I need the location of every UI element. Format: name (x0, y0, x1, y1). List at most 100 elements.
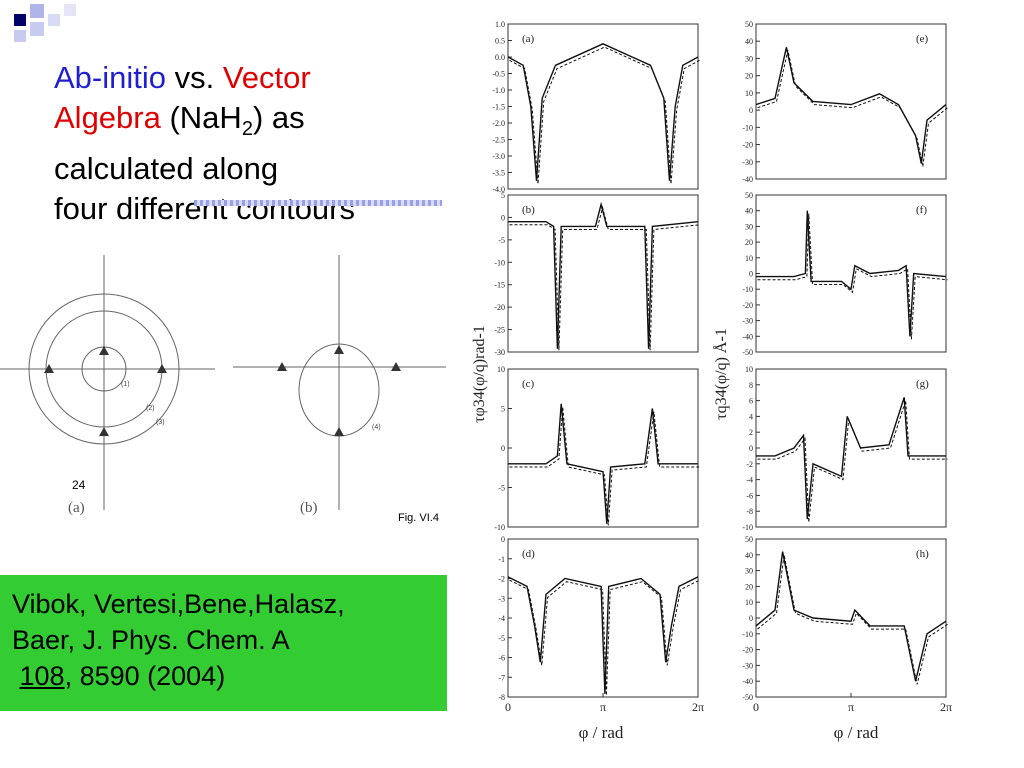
y-tick-label: 0 (749, 444, 753, 453)
x-tick-label: π (600, 700, 606, 714)
y-tick-label: 30 (745, 567, 753, 576)
nah-text: (NaH (160, 100, 242, 135)
panel-label-c: (c) (522, 378, 535, 390)
y-tick-label: -2 (498, 575, 505, 584)
panel-f: 50 40 30 20 10 0 -10 -20 -30 -40 -50 (f) (742, 191, 948, 357)
curve-dashed-e (757, 50, 948, 167)
panel-label-d: (d) (522, 548, 535, 560)
citation-line-1: Vibok, Vertesi,Bene,Halasz, (12, 589, 345, 619)
contour-markers-b (277, 345, 401, 436)
panel-d: 0 -1 -2 -3 -4 -5 -6 -7 -8 (d) 0 π 2π (498, 535, 704, 714)
title-line-2: Algebra (NaH2) as (54, 98, 454, 149)
y-tick-label: 8 (749, 381, 753, 390)
y-tick-label: 40 (745, 551, 753, 560)
y-tick-label: -50 (742, 693, 753, 702)
y-tick-label: 5 (501, 191, 505, 200)
corner-decoration (14, 4, 76, 42)
panel-frame-a (507, 23, 699, 190)
contour-label-2: (2) (146, 405, 155, 412)
y-tick-label: -6 (498, 654, 505, 663)
y-tick-label: 1.0 (495, 20, 505, 29)
y-tick-label: -0.5 (492, 70, 505, 79)
plots-figure: 1.0 0.5 0.0 -0.5 -1.0 -1.5 -2.0 -2.5 -3.0 -3.5 -4.… (471, 20, 952, 742)
curve-dashed-c (509, 406, 700, 526)
panel-frame-b (507, 194, 699, 353)
y-tick-label: 0 (501, 213, 505, 222)
y-tick-label: -30 (494, 348, 505, 357)
y-tick-label: -1.0 (492, 86, 505, 95)
contour-panel-label-a: (a) (68, 500, 85, 516)
x-tick-label: 0 (753, 700, 759, 714)
y-tick-label: -10 (742, 630, 753, 639)
curve-solid-a (507, 43, 699, 181)
y-tick-label: -40 (742, 175, 753, 184)
panel-e: 50 40 30 20 10 0 -10 -20 -30 -40 (e) (742, 20, 948, 184)
y-tick-label: 0 (749, 614, 753, 623)
y-tick-label: -20 (494, 303, 505, 312)
contour-figure: (1) (2) (3) (a) (4) (b) (0, 250, 446, 530)
as-text: ) as (252, 100, 305, 135)
y-tick-label: -3 (498, 594, 505, 603)
panel-frame-d (507, 538, 699, 698)
y-tick-label: 0.5 (495, 37, 505, 46)
slide-title: Ab-initio vs. Vector Algebra (NaH2) as c… (54, 58, 454, 229)
contour-label-3: (3) (156, 419, 165, 426)
y-tick-label: 0 (501, 535, 505, 544)
curve-solid-b (508, 201, 699, 349)
page-number: 24 (72, 478, 86, 492)
panel-g: 10 8 6 4 2 0 -2 -4 -6 -8 -10 (g) (742, 365, 948, 532)
curve-dashed-d (509, 579, 700, 696)
y-tick-label: 20 (745, 238, 753, 247)
y-tick-label: -2 (746, 460, 753, 469)
subscript-2: 2 (241, 118, 253, 141)
y-tick-label: -4 (746, 476, 753, 485)
curve-dashed-f (757, 213, 948, 340)
panel-label-e: (e) (916, 33, 929, 45)
y-tick-label: 2 (749, 428, 753, 437)
y-tick-label: -10 (494, 258, 505, 267)
panel-frame-e (755, 23, 947, 180)
y-tick-label: 40 (745, 37, 753, 46)
y-tick-label: -4 (498, 614, 505, 623)
x-axis-label-left: φ / rad (579, 723, 624, 742)
right-y-axis-label: τq34(φ/q) Å-1 (712, 328, 730, 420)
y-tick-label: -3.5 (492, 169, 505, 178)
y-tick-label: -30 (742, 158, 753, 167)
panel-label-f: (f) (916, 204, 927, 216)
panel-frame-c (507, 368, 699, 528)
y-tick-label: 0 (749, 270, 753, 279)
y-tick-label: -5 (498, 634, 505, 643)
y-tick-label: 0 (749, 106, 753, 115)
y-tick-label: -2.0 (492, 119, 505, 128)
citation-rest: , 8590 (2004) (64, 661, 226, 691)
y-tick-label: -8 (746, 507, 753, 516)
y-tick-label: -5 (498, 236, 505, 245)
panel-frame-g (755, 368, 947, 528)
panel-label-g: (g) (916, 378, 929, 390)
left-y-axis-label: τφ34(φ/q)rad-1 (471, 325, 488, 423)
curve-solid-g (756, 397, 946, 520)
citation-line-3: 108, 8590 (2004) (12, 658, 345, 694)
y-tick-label: -50 (742, 348, 753, 357)
x-axis-label-right: φ / rad (834, 723, 879, 742)
panel-h: 50 40 30 20 10 0 -10 -20 -30 -40 -50 (h) 0 π 2π (742, 535, 952, 714)
curve-solid-d (507, 576, 699, 694)
panel-label-h: (h) (916, 548, 929, 560)
y-tick-label: -7 (498, 673, 505, 682)
y-tick-label: -40 (742, 332, 753, 341)
panel-label-b: (b) (522, 204, 535, 216)
title-line-4: four different contours (54, 191, 355, 227)
y-tick-label: 40 (745, 207, 753, 216)
y-tick-label: -20 (742, 646, 753, 655)
y-tick-label: -20 (742, 301, 753, 310)
y-tick-label: 50 (745, 535, 753, 544)
y-tick-label: 10 (745, 254, 753, 263)
citation-text: Vibok, Vertesi,Bene,Halasz, Baer, J. Phy… (12, 586, 345, 694)
y-tick-label: -30 (742, 661, 753, 670)
contour-panel-label-b: (b) (300, 500, 318, 516)
figure-label: Fig. VI.4 (398, 512, 439, 524)
y-tick-label: 10 (497, 365, 505, 374)
panel-label-a: (a) (522, 33, 535, 45)
y-tick-label: 0.0 (495, 53, 505, 62)
y-tick-label: -40 (742, 677, 753, 686)
